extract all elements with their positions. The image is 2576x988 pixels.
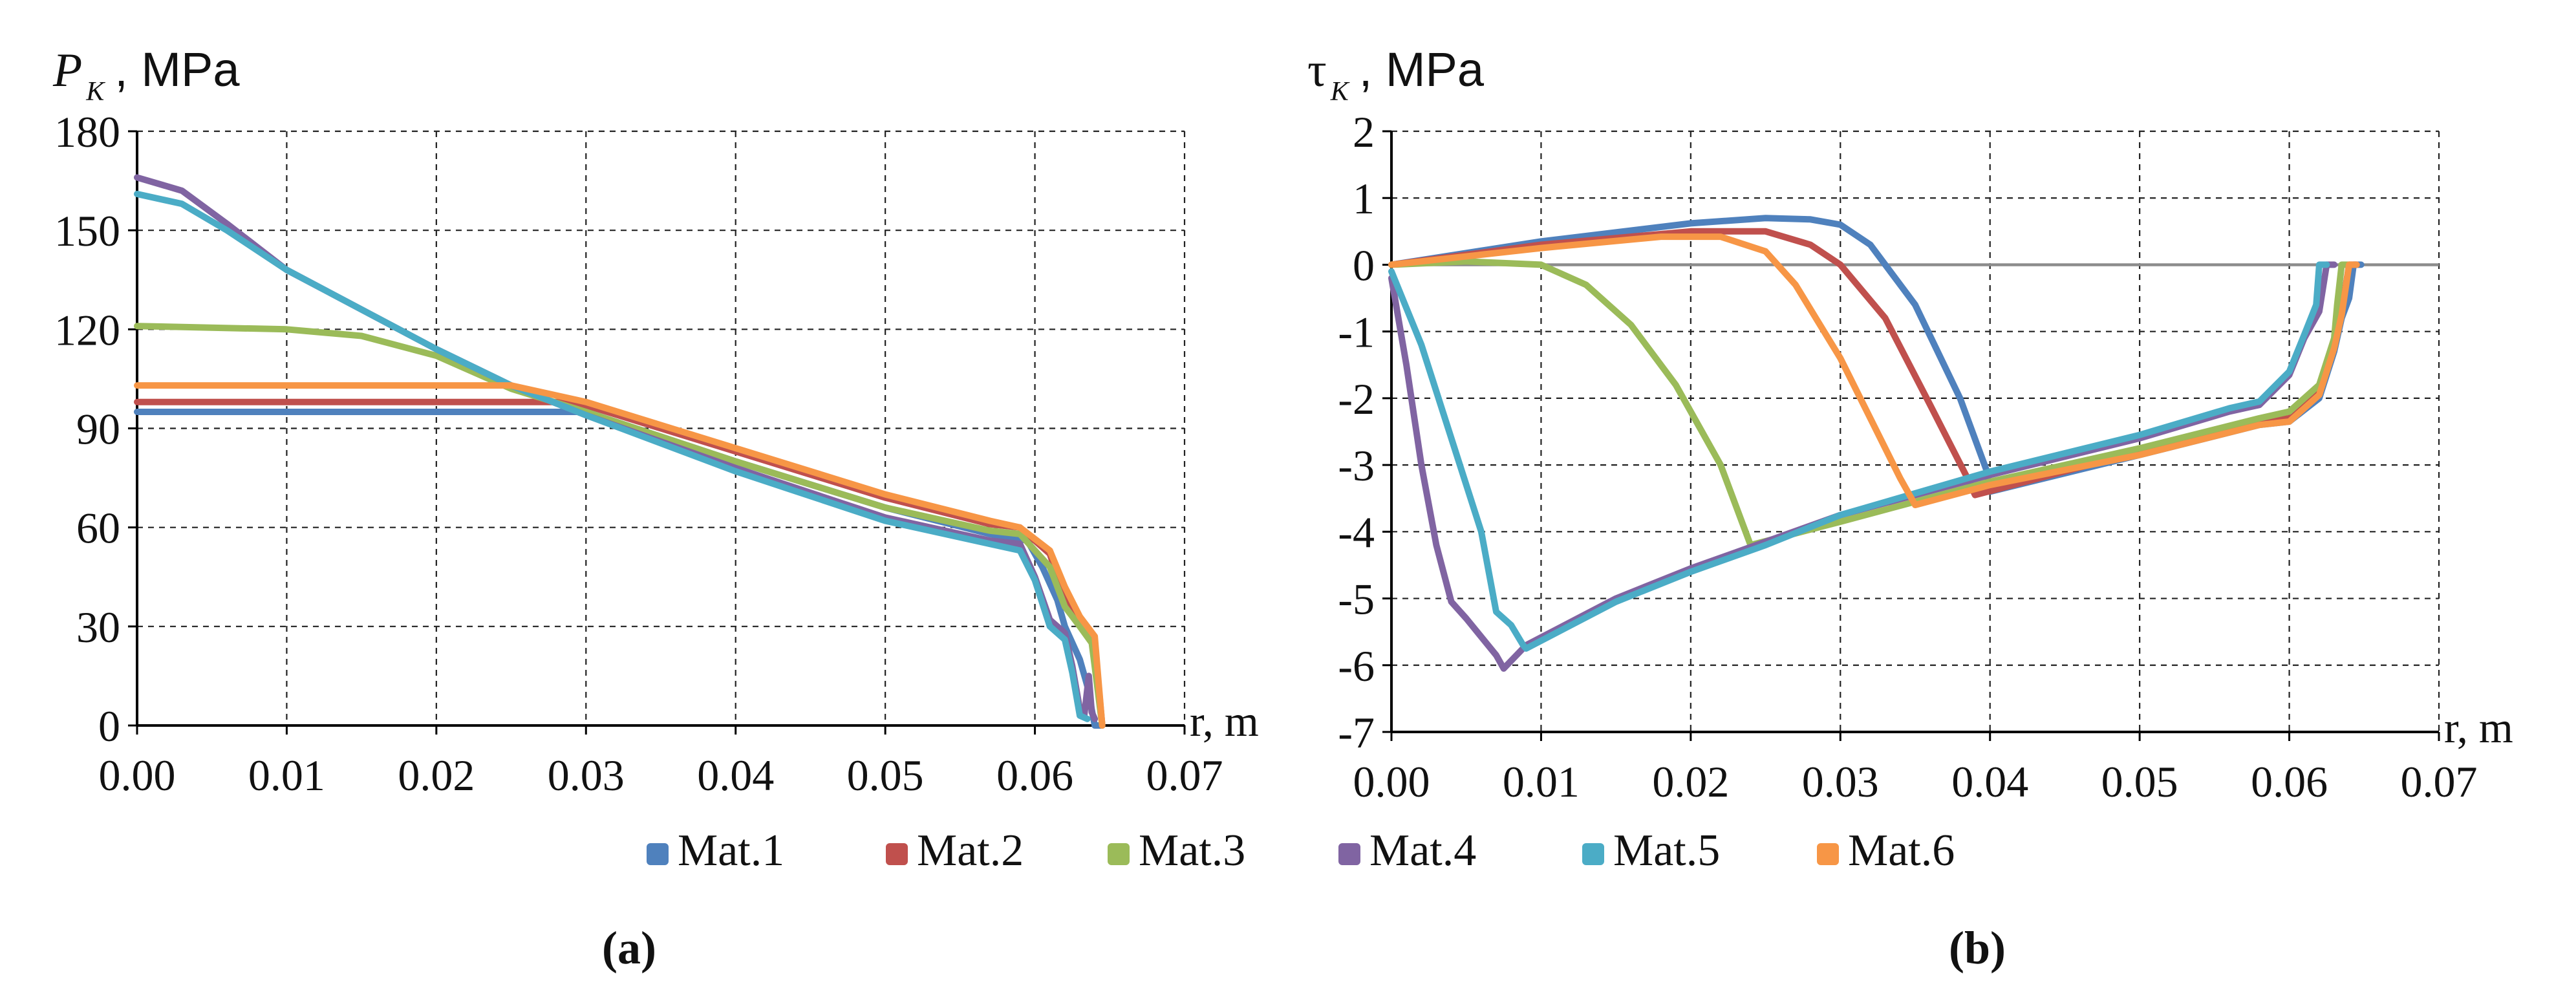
series-line-mat5 (134, 191, 1091, 722)
x-tick-label: 0.06 (996, 751, 1073, 800)
series-line-mat6 (1388, 233, 2360, 508)
y-tick-label: 0 (98, 702, 120, 751)
y-tick-label: 60 (76, 504, 120, 553)
legend: Mat.1 Mat.2 Mat.3 Mat.4 Mat.5 Mat.6 (647, 826, 1955, 875)
y-tick-label: -2 (1338, 374, 1375, 424)
x-tick-label: 0.01 (1503, 757, 1580, 806)
y-tick-label: 180 (54, 107, 120, 156)
x-tick-label: 0.02 (1652, 757, 1729, 806)
y-tick-label: 150 (54, 206, 120, 255)
x-tick-label: 0.07 (2401, 757, 2478, 806)
x-tick-label: 0.01 (248, 751, 325, 800)
legend-entry-label: Mat.5 (1613, 826, 1720, 875)
y-tick-label: -4 (1338, 508, 1375, 557)
x-tick-label: 0.07 (1146, 751, 1223, 800)
x-tick-label: 0.03 (1802, 757, 1879, 806)
panel-label: (b) (1949, 922, 2006, 974)
legend-entry-label: Mat.1 (678, 826, 784, 875)
legend-swatch (1338, 843, 1360, 865)
y-tick-label: 2 (1353, 107, 1375, 156)
panel-a-pressure-chart: 0.00 0.01 0.02 0.03 0.04 0.05 0.06 0.07 0 30 60 90 1… (52, 43, 1259, 974)
y-tick-label: 1 (1353, 174, 1375, 223)
y-axis-subscript: K (1330, 77, 1350, 107)
series-line-mat1 (1388, 215, 2365, 495)
x-tick-label: 0.00 (1353, 757, 1430, 806)
y-tick-label: 120 (54, 305, 120, 354)
y-axis-symbol: τ (1307, 44, 1327, 97)
series-line-mat6 (134, 382, 1106, 729)
y-axis-subscript: K (85, 77, 105, 107)
panel-b-shear-stress-chart: 0.00 0.01 0.02 0.03 0.04 0.05 0.06 0.07 2 1 0 -1 -2 -… (1307, 43, 2513, 974)
legend-entry-label: Mat.2 (917, 826, 1024, 875)
y-tick-label: 90 (76, 405, 120, 454)
panel-label: (a) (602, 922, 656, 974)
y-tick-label: 30 (76, 603, 120, 652)
series-line-mat2 (134, 398, 1106, 729)
x-tick-label: 0.05 (847, 751, 924, 800)
x-tick-label: 0.06 (2251, 757, 2328, 806)
y-axis-unit: , MPa (114, 43, 240, 96)
series-line-mat1 (134, 409, 1106, 729)
legend-swatch (1817, 843, 1839, 865)
y-tick-label: -3 (1338, 441, 1375, 490)
y-axis-unit: , MPa (1359, 43, 1485, 96)
legend-entry-label: Mat.6 (1848, 826, 1955, 875)
y-tick-label: 0 (1353, 241, 1375, 290)
x-axis-label: r, m (2444, 703, 2513, 752)
legend-entry-label: Mat.4 (1369, 826, 1476, 875)
legend-swatch (886, 843, 908, 865)
legend-entry-label: Mat.3 (1139, 826, 1245, 875)
legend-swatch (647, 843, 669, 865)
x-tick-label: 0.05 (2101, 757, 2178, 806)
x-tick-label: 0.04 (1951, 757, 2028, 806)
y-tick-label: -1 (1338, 308, 1375, 357)
legend-swatch (1108, 843, 1130, 865)
series-line-mat3 (134, 323, 1106, 729)
x-tick-label: 0.04 (697, 751, 774, 800)
y-tick-label: -7 (1338, 708, 1375, 757)
x-tick-label: 0.03 (548, 751, 625, 800)
x-axis-label: r, m (1190, 696, 1259, 746)
series-line-mat4 (1388, 261, 2337, 672)
y-tick-label: -5 (1338, 575, 1375, 624)
x-tick-label: 0.00 (99, 751, 176, 800)
y-tick-label: -6 (1338, 641, 1375, 691)
series-line-mat2 (1388, 228, 2360, 499)
legend-swatch (1582, 843, 1604, 865)
y-axis-symbol: P (52, 44, 82, 97)
series-line-mat5 (1388, 261, 2330, 652)
x-tick-label: 0.02 (398, 751, 475, 800)
series-line-mat4 (134, 174, 1099, 722)
